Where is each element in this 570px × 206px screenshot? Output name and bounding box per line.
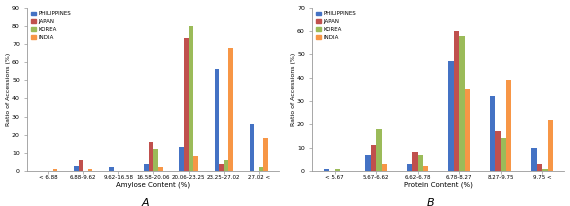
Bar bbox=[459, 36, 465, 171]
Bar bbox=[180, 147, 184, 171]
Bar bbox=[500, 138, 506, 171]
Bar bbox=[158, 167, 162, 171]
Bar bbox=[74, 166, 79, 171]
Bar bbox=[79, 160, 83, 171]
Text: B: B bbox=[426, 198, 434, 206]
Bar bbox=[465, 89, 470, 171]
Y-axis label: Ratio of Accessions (%): Ratio of Accessions (%) bbox=[291, 53, 296, 126]
Bar bbox=[250, 124, 254, 171]
Bar bbox=[153, 149, 158, 171]
Legend: PHILIPPINES, JAPAN, KOREA, INDIA: PHILIPPINES, JAPAN, KOREA, INDIA bbox=[315, 10, 357, 41]
Bar bbox=[88, 169, 92, 171]
X-axis label: Amylose Content (%): Amylose Content (%) bbox=[116, 181, 190, 188]
Text: A: A bbox=[141, 198, 149, 206]
X-axis label: Protein Content (%): Protein Content (%) bbox=[404, 181, 473, 188]
Bar bbox=[144, 164, 149, 171]
Bar bbox=[454, 31, 459, 171]
Bar bbox=[335, 169, 340, 171]
Bar bbox=[109, 167, 114, 171]
Bar bbox=[263, 138, 268, 171]
Y-axis label: Ratio of Accessions (%): Ratio of Accessions (%) bbox=[6, 53, 11, 126]
Bar bbox=[189, 26, 193, 171]
Bar bbox=[548, 120, 553, 171]
Bar bbox=[412, 152, 418, 171]
Bar bbox=[223, 160, 229, 171]
Bar bbox=[490, 96, 495, 171]
Legend: PHILIPPINES, JAPAN, KOREA, INDIA: PHILIPPINES, JAPAN, KOREA, INDIA bbox=[30, 10, 72, 41]
Bar bbox=[423, 166, 429, 171]
Bar bbox=[214, 69, 219, 171]
Bar bbox=[531, 148, 537, 171]
Bar bbox=[381, 164, 387, 171]
Bar bbox=[52, 169, 57, 171]
Bar bbox=[449, 61, 454, 171]
Bar bbox=[371, 145, 376, 171]
Bar bbox=[149, 142, 153, 171]
Bar bbox=[219, 164, 223, 171]
Bar bbox=[365, 155, 371, 171]
Bar bbox=[324, 169, 329, 171]
Bar bbox=[495, 131, 500, 171]
Bar bbox=[542, 169, 548, 171]
Bar bbox=[407, 164, 412, 171]
Bar bbox=[193, 157, 198, 171]
Bar bbox=[376, 129, 381, 171]
Bar bbox=[229, 48, 233, 171]
Bar bbox=[184, 39, 189, 171]
Bar bbox=[259, 167, 263, 171]
Bar bbox=[537, 164, 542, 171]
Bar bbox=[506, 80, 511, 171]
Bar bbox=[418, 155, 423, 171]
